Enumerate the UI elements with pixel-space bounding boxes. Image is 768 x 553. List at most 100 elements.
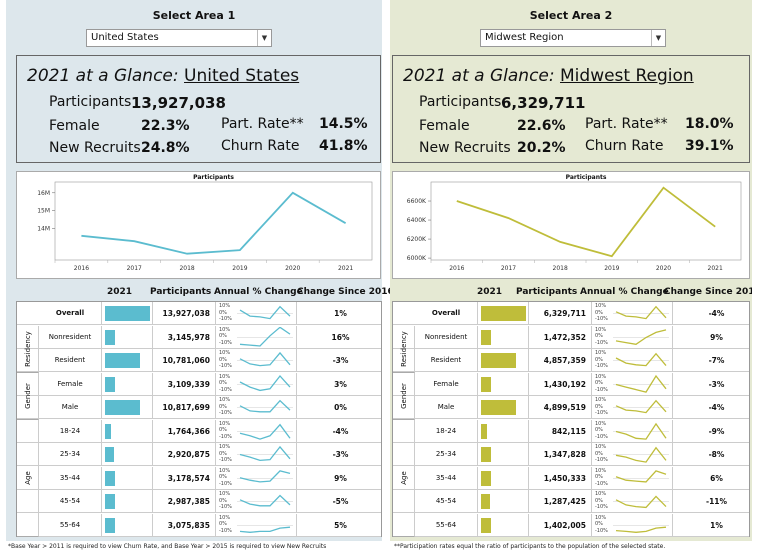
share-bar-cell bbox=[103, 490, 153, 513]
spark-axis-label: -10% bbox=[595, 433, 608, 440]
share-bar-cell bbox=[103, 466, 153, 490]
change-since-value: 9% bbox=[334, 473, 347, 483]
share-bar bbox=[105, 353, 140, 368]
spark-axis-label: -10% bbox=[219, 386, 232, 393]
x-tick-label: 2021 bbox=[338, 265, 353, 272]
table-row: 45-54 2,987,385 10% 0% -10% -5% bbox=[17, 490, 381, 513]
female-label: Female bbox=[419, 118, 470, 134]
part-rate-label: Part. Rate** bbox=[585, 116, 668, 132]
spark-axis-label: 0% bbox=[219, 309, 227, 316]
annual-change-sparkline: 10% 0% -10% bbox=[217, 490, 297, 513]
sparkline-svg bbox=[237, 399, 293, 413]
change-since-value: 16% bbox=[331, 332, 350, 342]
annual-change-sparkline: 10% 0% -10% bbox=[593, 302, 673, 325]
table-row: 55-64 3,075,835 10% 0% -10% 5% bbox=[17, 513, 381, 537]
change-since-value: -4% bbox=[708, 309, 725, 318]
spark-line bbox=[239, 469, 291, 483]
spark-axis-label: 0% bbox=[219, 333, 227, 339]
share-bar bbox=[481, 376, 492, 392]
share-bar-cell bbox=[103, 325, 153, 349]
row-label: 25-34 bbox=[39, 443, 102, 466]
annual-change-sparkline: 10% 0% -10% bbox=[593, 513, 673, 537]
area1-line-chart: Participants 14M 15M 16M 2016 2017 2018 2019 202… bbox=[37, 174, 373, 272]
annual-change-sparkline: 10% 0% -10% bbox=[217, 513, 297, 537]
share-bar bbox=[481, 470, 492, 486]
churn-rate-label: Churn Rate bbox=[221, 138, 300, 154]
share-bar bbox=[481, 447, 491, 462]
participants-value: 1,450,333 bbox=[530, 466, 592, 490]
spark-axis-label: 0% bbox=[595, 356, 603, 363]
table-row: 35-44 3,178,574 10% 0% -10% 9% bbox=[17, 466, 381, 490]
spark-axis-label: 0% bbox=[595, 427, 603, 433]
spark-axis-label: -10% bbox=[219, 504, 232, 510]
participants-value: 1,347,828 bbox=[530, 443, 592, 466]
area1-glance-card: 2021 at a Glance: United States Particip… bbox=[16, 55, 381, 163]
new-recruits-value: 24.8% bbox=[141, 140, 190, 156]
change-since-value: -4% bbox=[708, 403, 725, 412]
table-row: 35-44 1,450,333 10% 0% -10% 6% bbox=[393, 466, 749, 490]
new-recruits-label: New Recruits bbox=[419, 140, 511, 156]
spark-axis-label: 10% bbox=[595, 350, 607, 356]
row-label: Female bbox=[39, 372, 102, 396]
participants-value: 1,430,192 bbox=[530, 372, 592, 396]
sparkline-svg bbox=[237, 469, 293, 483]
share-bar bbox=[481, 517, 491, 533]
x-tick-label: 2016 bbox=[449, 265, 464, 272]
spark-line bbox=[615, 328, 667, 345]
sparkline-svg bbox=[613, 446, 669, 463]
spark-axis-label: 0% bbox=[595, 497, 603, 504]
chevron-down-icon[interactable]: ▼ bbox=[651, 30, 665, 46]
spark-axis-label: 0% bbox=[219, 450, 227, 457]
change-since-value: 9% bbox=[710, 332, 723, 342]
participants-value: 1,287,425 bbox=[530, 490, 592, 513]
row-label: 55-64 bbox=[415, 513, 478, 537]
x-tick-label: 2017 bbox=[127, 265, 142, 272]
area1-breakdown-table: Overall 13,927,038 10% 0% -10% 1% Nonresident 3… bbox=[16, 301, 382, 537]
area2-participants-chart: Participants 6000K 6200K 6400K 6600K 2016 2017… bbox=[392, 171, 750, 279]
new-recruits-label: New Recruits bbox=[49, 140, 141, 156]
share-bar bbox=[481, 423, 487, 439]
spark-line bbox=[615, 526, 667, 533]
group-label-gender: Gender bbox=[17, 372, 39, 420]
spark-axis-label: 10% bbox=[219, 303, 231, 309]
plot-area bbox=[54, 181, 373, 261]
annual-change-sparkline: 10% 0% -10% bbox=[593, 490, 673, 513]
participants-value: 10,781,060 bbox=[154, 349, 216, 372]
col-annual-change: Annual % Change bbox=[214, 287, 303, 297]
participants-value: 13,927,038 bbox=[131, 94, 226, 112]
glance-prefix: 2021 at a Glance: bbox=[403, 66, 555, 86]
share-bar-cell bbox=[479, 419, 529, 443]
row-label: Resident bbox=[415, 349, 478, 372]
row-label: Male bbox=[39, 396, 102, 419]
annual-change-sparkline: 10% 0% -10% bbox=[217, 349, 297, 372]
spark-axis-label: 10% bbox=[219, 467, 231, 474]
spark-axis-label: 10% bbox=[595, 491, 607, 497]
participants-value: 1,764,366 bbox=[154, 419, 216, 443]
row-label: Female bbox=[415, 372, 478, 396]
annual-change-sparkline: 10% 0% -10% bbox=[593, 466, 673, 490]
share-bar-cell bbox=[479, 325, 529, 349]
group-label-residency: Residency bbox=[17, 325, 39, 373]
chart-title: Participants bbox=[193, 174, 234, 181]
glance-area-name: Midwest Region bbox=[560, 66, 694, 86]
sparkline-svg bbox=[613, 422, 669, 440]
x-tick-label: 2017 bbox=[501, 265, 516, 272]
annual-change-sparkline: 10% 0% -10% bbox=[593, 325, 673, 349]
participants-value: 842,115 bbox=[530, 419, 592, 443]
participants-value: 1,472,352 bbox=[530, 325, 592, 349]
chevron-down-icon[interactable]: ▼ bbox=[257, 30, 271, 46]
area2-select[interactable]: Midwest Region ▼ bbox=[480, 29, 666, 47]
annual-change-sparkline: 10% 0% -10% bbox=[217, 372, 297, 396]
area2-panel: Select Area 2 Midwest Region ▼ 2021 at a… bbox=[390, 0, 761, 541]
y-tick-label: 6600K bbox=[407, 198, 427, 205]
spark-line bbox=[239, 374, 291, 391]
annual-change-sparkline: 10% 0% -10% bbox=[217, 466, 297, 490]
change-since-value: -3% bbox=[332, 356, 349, 365]
glance-prefix: 2021 at a Glance: bbox=[27, 66, 179, 86]
area2-glance-title: 2021 at a Glance: Midwest Region bbox=[403, 66, 694, 86]
sparkline-svg bbox=[613, 305, 669, 320]
row-label: 18-24 bbox=[415, 419, 478, 443]
change-since-value: 1% bbox=[334, 309, 347, 318]
change-since-value: -4% bbox=[332, 426, 349, 436]
area1-select[interactable]: United States ▼ bbox=[86, 29, 272, 47]
